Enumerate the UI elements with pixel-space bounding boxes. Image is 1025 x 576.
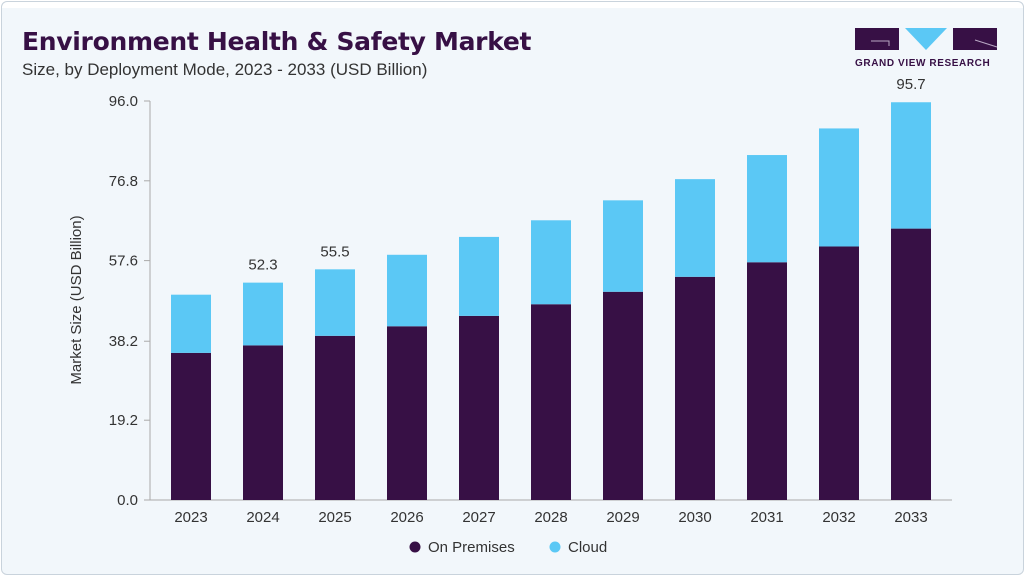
x-tick-label: 2024: [246, 509, 279, 526]
bar-cloud-2030: [675, 179, 715, 277]
bar-on-premises-2025: [315, 335, 355, 500]
bar-on-premises-2027: [459, 315, 499, 500]
data-label-2024: 52.3: [248, 257, 277, 274]
bar-cloud-2023: [171, 294, 211, 353]
bar-on-premises-2033: [891, 228, 931, 501]
bar-cloud-2031: [747, 155, 787, 263]
x-tick-label: 2033: [894, 509, 927, 526]
x-tick-label: 2027: [462, 509, 495, 526]
bar-on-premises-2030: [675, 276, 715, 500]
y-tick-label: 38.2: [109, 333, 138, 350]
bar-on-premises-2024: [243, 345, 283, 500]
bar-cloud-2027: [459, 236, 499, 316]
logo-text: GRAND VIEW RESEARCH: [855, 58, 991, 69]
x-tick-label: 2026: [390, 509, 423, 526]
bar-on-premises-2031: [747, 262, 787, 500]
bar-on-premises-2023: [171, 352, 211, 500]
bar-cloud-2026: [387, 254, 427, 327]
y-tick-label: 0.0: [117, 492, 138, 509]
bar-on-premises-2028: [531, 304, 571, 500]
chart-subtitle: Size, by Deployment Mode, 2023 - 2033 (U…: [22, 60, 428, 79]
bar-cloud-2032: [819, 128, 859, 247]
data-label-2025: 55.5: [320, 243, 349, 260]
legend-label: Cloud: [568, 539, 607, 556]
x-tick-label: 2032: [822, 509, 855, 526]
top-strip: [2, 2, 1023, 8]
y-tick-label: 76.8: [109, 173, 138, 190]
x-tick-label: 2030: [678, 509, 711, 526]
y-axis-title: Market Size (USD Billion): [68, 215, 85, 384]
legend-marker-on-premises: [409, 541, 421, 553]
x-tick-label: 2023: [174, 509, 207, 526]
bar-cloud-2029: [603, 200, 643, 292]
bar-on-premises-2029: [603, 291, 643, 500]
bar-cloud-2025: [315, 269, 355, 336]
x-tick-label: 2028: [534, 509, 567, 526]
x-tick-label: 2029: [606, 509, 639, 526]
legend-marker-cloud: [549, 541, 561, 553]
bar-cloud-2028: [531, 220, 571, 305]
bar-on-premises-2026: [387, 326, 427, 500]
y-tick-label: 19.2: [109, 412, 138, 429]
legend-label: On Premises: [428, 539, 515, 556]
y-tick-label: 96.0: [109, 93, 138, 110]
grand-view-research-logo: [855, 28, 998, 50]
chart-title: Environment Health & Safety Market: [22, 27, 532, 56]
bar-cloud-2024: [243, 282, 283, 346]
x-tick-label: 2031: [750, 509, 783, 526]
bar-cloud-2033: [891, 102, 931, 229]
y-tick-label: 57.6: [109, 253, 138, 270]
bar-on-premises-2032: [819, 246, 859, 500]
data-label-2033: 95.7: [896, 76, 925, 93]
x-tick-label: 2025: [318, 509, 351, 526]
